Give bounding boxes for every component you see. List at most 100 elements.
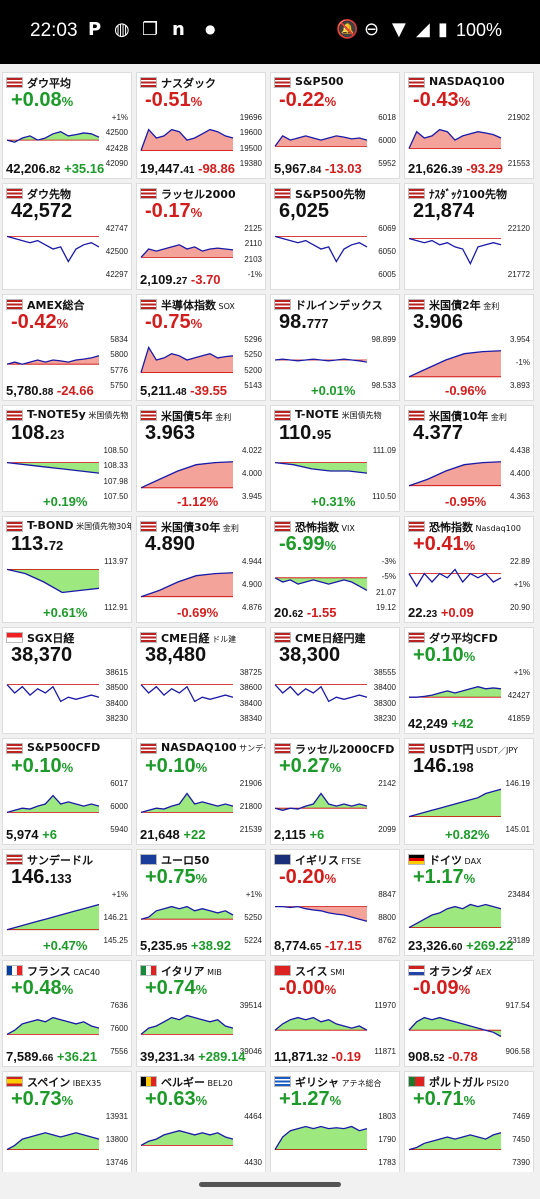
axis-label: 6000 bbox=[110, 802, 128, 811]
tile-value-main: 113. bbox=[11, 533, 49, 555]
market-tile[interactable]: フランス CAC40 +0.48% 7636 7600 7556 7,589.66 +36… bbox=[2, 960, 132, 1067]
market-tile[interactable]: ドイツ DAX +1.17% 23484 23189 23,326.60 +269.22 bbox=[404, 849, 534, 956]
market-tile[interactable]: USDT円 USDT／JPY 146.198 146.19 145.01 +0.82% bbox=[404, 738, 534, 845]
axis-label: 145.01 bbox=[505, 825, 530, 834]
market-tile[interactable]: ユーロ50 +0.75% +1% 5250 5224 5,235.95 +38.92 bbox=[136, 849, 266, 956]
market-tile[interactable]: ラッセル2000CFD +0.27% 2142 2099 2,115 +6 bbox=[270, 738, 400, 845]
market-tile[interactable]: NASDAQ100 サンデー+0.10%21906218002153921,64… bbox=[136, 738, 266, 845]
market-tile[interactable]: T-BOND 米国債先物30年 113.72 113.97 112.91 +0.61% bbox=[2, 516, 132, 623]
market-tile[interactable]: イギリス FTSE -0.20% 8847 8800 8762 8,774.65 -17.… bbox=[270, 849, 400, 956]
market-tile[interactable]: ラッセル2000 -0.17% 2125 2110 2103 -1% 2,109.27 -3… bbox=[136, 183, 266, 290]
market-tile[interactable]: SGX日経 38,370 38615 38500 38400 38230 bbox=[2, 627, 132, 734]
tile-sparkline bbox=[140, 128, 234, 151]
axis-label: 13800 bbox=[105, 1135, 128, 1144]
market-tile[interactable]: T-NOTE 米国債先物 110.95 111.09 110.50 +0.31% bbox=[270, 405, 400, 512]
market-tile[interactable]: ナスダック -0.51% 19696 19600 19500 19380 19,447.41… bbox=[136, 72, 266, 179]
tile-value: 108.23 bbox=[11, 422, 64, 445]
axis-label: 38400 bbox=[373, 683, 396, 693]
market-tile[interactable]: CME日経 ドル建 38,480 38725 38600 38400 38340 bbox=[136, 627, 266, 734]
market-tile[interactable]: サンデードル 146.133 +1% 146.21 145.25 +0.47% bbox=[2, 849, 132, 956]
market-tile[interactable]: 米国債5年 金利 3.963 4.022 4.000 3.945 -1.12% bbox=[136, 405, 266, 512]
market-tile[interactable]: ベルギー BEL20 +0.63% 4464 4430 bbox=[136, 1071, 266, 1178]
market-tile[interactable]: NASDAQ100 -0.43% 21902 21553 21,626.39 -93.2… bbox=[404, 72, 534, 179]
market-tile[interactable]: ギリシャ アテネ総合 +1.27% 1803 1790 1783 bbox=[270, 1071, 400, 1178]
tile-value: 4.890 bbox=[145, 533, 195, 556]
market-tile[interactable]: 半導体指数 SOX -0.75% 5296 5250 5200 5143 5,211.48 … bbox=[136, 294, 266, 401]
tile-name: イタリア MIB bbox=[161, 963, 222, 979]
tile-value-main: +0.75 bbox=[145, 866, 196, 888]
market-tile[interactable]: ダウ平均 +0.08% +1% 42500 42428 42090 42,206.82 +3… bbox=[2, 72, 132, 179]
market-tile[interactable]: スイス SMI -0.00% 11970 11871 11,871.32 -0.19 bbox=[270, 960, 400, 1067]
tile-value: 42,572 bbox=[11, 200, 72, 223]
market-tile[interactable]: スペイン IBEX35 +0.73% 13931 13800 13746 bbox=[2, 1071, 132, 1178]
axis-label: 42500 bbox=[105, 128, 128, 138]
tile-price-decimals: 34 bbox=[183, 1053, 195, 1064]
market-tile[interactable]: 米国債2年 金利 3.906 3.954 -1% 3.893 -0.96% bbox=[404, 294, 534, 401]
tile-value-suffix: % bbox=[463, 871, 476, 886]
tile-value-main: +1.17 bbox=[413, 866, 464, 888]
tile-change: -0.19 bbox=[327, 1049, 362, 1064]
tile-name: ラッセル2000CFD bbox=[295, 741, 394, 757]
axis-label: 5834 bbox=[110, 335, 128, 344]
market-tile[interactable]: オランダ AEX -0.09% 917.54 906.58 908.52 -0.78 bbox=[404, 960, 534, 1067]
tile-value-main: -0.22 bbox=[279, 89, 325, 111]
tile-value-suffix: % bbox=[324, 982, 337, 997]
tile-name: CME日経円建 bbox=[295, 630, 366, 646]
tile-name-text: ダウ平均CFD bbox=[429, 632, 498, 645]
axis-label: 38300 bbox=[373, 698, 396, 708]
tile-subtitle: 米国債先物 bbox=[85, 411, 129, 420]
tile-name: T-NOTE5y 米国債先物 bbox=[27, 408, 128, 421]
hamster-icon: ◍ bbox=[114, 19, 130, 40]
tile-change: -0.96% bbox=[445, 383, 487, 398]
market-tile[interactable]: ダウ平均CFD +0.10% +1% 42427 41859 42,249 +42 bbox=[404, 627, 534, 734]
market-tile[interactable]: 恐怖指数 Nasdaq100 +0.41% 22.89 +1% 20.90 22.23 +… bbox=[404, 516, 534, 623]
axis-label: 5750 bbox=[110, 381, 128, 390]
market-tile[interactable]: CME日経円建 38,300 38555 38400 38300 38230 bbox=[270, 627, 400, 734]
axis-label: 2103 bbox=[244, 254, 262, 264]
market-tile[interactable]: イタリア MIB +0.74% 39514 39046 39,231.34 +289.1… bbox=[136, 960, 266, 1067]
flag-eu-icon bbox=[140, 854, 157, 865]
market-tile[interactable]: ﾅｽﾀﾞｯｸ100先物 21,874 22120 21772 bbox=[404, 183, 534, 290]
p-app-icon: P bbox=[88, 19, 102, 40]
tile-subtitle: USDT／JPY bbox=[473, 746, 518, 755]
tile-sparkline bbox=[409, 686, 502, 698]
market-tile[interactable]: ドルインデックス 98.777 98.899 98.533 +0.01% bbox=[270, 294, 400, 401]
market-tile[interactable]: S&P500 -0.22% 6018 6000 5952 5,967.84 -13.03 bbox=[270, 72, 400, 179]
tile-name: ラッセル2000 bbox=[161, 186, 236, 202]
tile-value-suffix: % bbox=[329, 1093, 342, 1108]
market-tile[interactable]: 米国債30年 金利 4.890 4.944 4.900 4.876 -0.69% bbox=[136, 516, 266, 623]
tile-name-text: ギリシャ bbox=[295, 1076, 339, 1089]
tile-price-decimals: 95 bbox=[176, 942, 188, 953]
market-tile[interactable]: 米国債10年 金利 4.377 4.438 4.400 4.363 -0.95% bbox=[404, 405, 534, 512]
tile-name: SGX日経 bbox=[27, 630, 74, 646]
home-gesture-pill[interactable] bbox=[199, 1182, 341, 1187]
tile-footer: 908.52 -0.78 bbox=[408, 1049, 478, 1064]
sparkline-fill bbox=[7, 795, 99, 813]
tile-price: 21,626. bbox=[408, 161, 452, 176]
tile-price: 8,774. bbox=[274, 938, 311, 953]
tile-subtitle: 米国債先物30年 bbox=[73, 522, 132, 531]
axis-label: 98.533 bbox=[371, 381, 396, 390]
flag-ch-icon bbox=[274, 965, 291, 976]
tile-price: 23,326. bbox=[408, 938, 452, 953]
flag-us-icon bbox=[274, 521, 291, 532]
flag-us-icon bbox=[6, 299, 23, 310]
market-tile[interactable]: S&P500先物 6,025 6069 6050 6005 bbox=[270, 183, 400, 290]
tile-name-text: S&P500先物 bbox=[295, 188, 366, 201]
market-tile[interactable]: ポルトガル PSI20 +0.71% 7469 7450 7390 bbox=[404, 1071, 534, 1178]
market-tile[interactable]: T-NOTE5y 米国債先物 108.23 108.50 108.33 107.98 10… bbox=[2, 405, 132, 512]
market-tile[interactable]: ダウ先物 42,572 42747 42500 42297 bbox=[2, 183, 132, 290]
market-tile[interactable]: S&P500CFD +0.10% 6017 6000 5940 5,974 +6 bbox=[2, 738, 132, 845]
market-tile[interactable]: AMEX総合 -0.42% 5834 5800 5776 5750 5,780.88 -24… bbox=[2, 294, 132, 401]
axis-label: 22.89 bbox=[509, 557, 530, 566]
tile-footer: 19,447.41 -98.86 bbox=[140, 161, 235, 176]
tile-footer: +0.19% bbox=[43, 494, 87, 509]
flag-us-icon bbox=[6, 188, 23, 199]
tile-subtitle: SOX bbox=[216, 302, 235, 311]
market-tile[interactable]: 恐怖指数 VIX -6.99% -3% -5% 21.07 19.12 20.62 -1.5… bbox=[270, 516, 400, 623]
flag-us-icon bbox=[274, 743, 291, 754]
axis-label: -5% bbox=[381, 572, 396, 582]
flag-us-icon bbox=[6, 854, 23, 865]
tile-value-suffix: % bbox=[61, 94, 74, 109]
tile-name: T-NOTE 米国債先物 bbox=[295, 408, 382, 421]
